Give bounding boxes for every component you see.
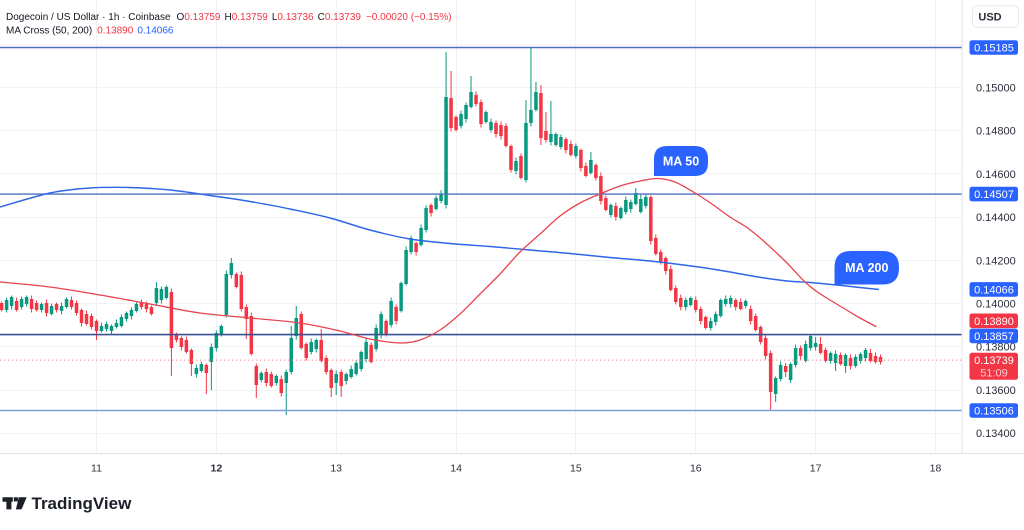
svg-text:0.14200: 0.14200 — [976, 255, 1016, 267]
svg-text:USD: USD — [978, 11, 1001, 23]
svg-text:0.14000: 0.14000 — [976, 299, 1016, 311]
svg-text:0.13739: 0.13739 — [974, 355, 1014, 367]
svg-text:15: 15 — [570, 463, 582, 475]
svg-text:0.13800: 0.13800 — [976, 342, 1016, 354]
svg-text:51:09: 51:09 — [980, 367, 1008, 379]
svg-text:11: 11 — [91, 463, 102, 475]
svg-text:0.13857: 0.13857 — [974, 331, 1014, 343]
svg-text:0.14800: 0.14800 — [976, 126, 1016, 138]
svg-text:MA 200: MA 200 — [845, 261, 888, 275]
svg-text:0.14600: 0.14600 — [976, 169, 1016, 181]
svg-text:0.13400: 0.13400 — [976, 428, 1016, 440]
svg-text:0.14400: 0.14400 — [976, 212, 1016, 224]
svg-text:0.14507: 0.14507 — [974, 189, 1014, 201]
svg-text:16: 16 — [690, 463, 702, 475]
svg-text:18: 18 — [930, 463, 942, 475]
svg-text:0.14066: 0.14066 — [974, 284, 1014, 296]
svg-text:13: 13 — [330, 463, 342, 475]
svg-text:17: 17 — [810, 463, 822, 475]
svg-text:12: 12 — [211, 463, 223, 475]
svg-text:0.15185: 0.15185 — [974, 43, 1014, 55]
svg-text:Dogecoin / US Dollar · 1h · Co: Dogecoin / US Dollar · 1h · Coinbase O0.1… — [6, 12, 452, 23]
svg-text:0.13890: 0.13890 — [974, 316, 1014, 328]
svg-text:0.13506: 0.13506 — [974, 406, 1014, 418]
svg-text:TradingView: TradingView — [32, 494, 133, 513]
svg-text:MA 50: MA 50 — [663, 155, 699, 169]
svg-text:0.15000: 0.15000 — [976, 82, 1016, 94]
svg-text:14: 14 — [450, 463, 462, 475]
svg-text:0.13600: 0.13600 — [976, 385, 1016, 397]
